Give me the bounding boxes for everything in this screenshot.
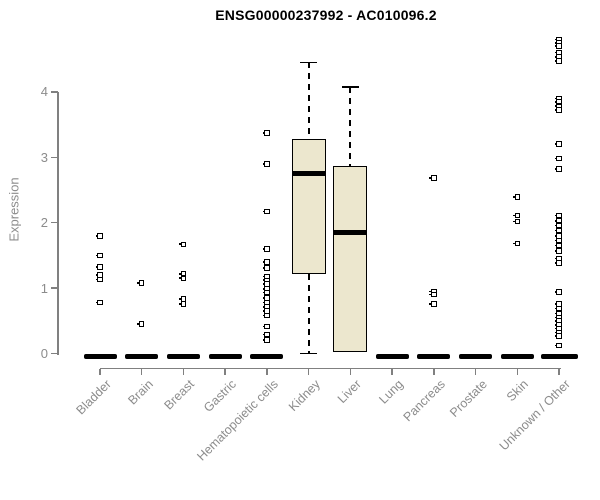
- data-point: [95, 252, 103, 259]
- x-tick: [266, 369, 268, 375]
- x-tick: [182, 369, 185, 375]
- box-iqr: [291, 138, 326, 274]
- data-point: [95, 276, 103, 283]
- y-tick: [50, 287, 58, 289]
- x-tick: [391, 369, 393, 375]
- data-point: [513, 218, 521, 225]
- y-tick-label: 1: [40, 280, 48, 296]
- data-point: [554, 155, 562, 162]
- x-tick: [474, 369, 477, 375]
- chart-title: ENSG00000237992 - AC010096.2: [215, 7, 437, 23]
- data-point: [429, 301, 437, 307]
- median-line: [333, 230, 368, 235]
- data-point: [262, 161, 270, 167]
- data-point: [179, 301, 187, 307]
- data-point: [262, 289, 270, 296]
- data-point: [262, 331, 270, 338]
- data-point: [554, 305, 562, 312]
- x-tick: [558, 369, 560, 375]
- x-tick: [516, 369, 519, 375]
- data-point: [262, 312, 270, 319]
- zero-bar: [83, 354, 117, 359]
- data-point: [429, 291, 437, 298]
- data-point: [554, 222, 562, 229]
- data-point: [554, 227, 562, 234]
- data-point: [554, 212, 562, 219]
- y-tick: [50, 91, 58, 93]
- data-point: [554, 107, 562, 113]
- data-point: [554, 237, 562, 244]
- data-point: [137, 321, 145, 327]
- data-point: [262, 208, 270, 215]
- data-point: [513, 212, 521, 219]
- data-point: [137, 280, 145, 286]
- data-point: [262, 259, 270, 265]
- y-tick-label: 4: [40, 84, 48, 100]
- zero-bar: [500, 354, 534, 359]
- data-point: [262, 130, 270, 136]
- data-point: [262, 265, 270, 271]
- data-point: [95, 264, 103, 270]
- data-point: [179, 241, 187, 248]
- x-tick: [307, 369, 310, 375]
- y-tick: [50, 352, 58, 355]
- y-tick-label: 0: [40, 346, 48, 361]
- x-tick: [349, 369, 352, 375]
- x-tick: [99, 369, 101, 375]
- data-point: [95, 233, 103, 239]
- y-tick-label: 3: [40, 149, 48, 165]
- data-point: [554, 342, 562, 349]
- data-point: [554, 166, 562, 172]
- data-point: [429, 175, 437, 181]
- zero-bar: [375, 354, 409, 359]
- y-axis-line: [57, 91, 59, 355]
- median-line: [291, 171, 326, 176]
- zero-bar: [125, 354, 159, 359]
- zero-bar: [417, 354, 451, 359]
- y-tick-label: 2: [40, 215, 48, 231]
- data-point: [554, 289, 562, 295]
- data-point: [95, 299, 103, 306]
- zero-bar: [208, 354, 242, 359]
- data-point: [554, 141, 562, 147]
- box-iqr: [333, 165, 368, 353]
- data-point: [262, 323, 270, 330]
- data-point: [554, 248, 562, 254]
- zero-bar: [540, 354, 578, 359]
- data-point: [554, 43, 562, 49]
- zero-bar: [459, 354, 493, 359]
- whisker-cap: [300, 352, 318, 355]
- whisker-line: [307, 273, 310, 354]
- x-axis-line: [100, 367, 561, 369]
- data-point: [554, 242, 562, 249]
- data-point: [554, 58, 562, 64]
- y-tick: [50, 156, 58, 159]
- data-point: [262, 246, 270, 252]
- x-tick: [224, 369, 226, 375]
- data-point: [179, 275, 187, 282]
- whisker-line: [349, 86, 352, 166]
- x-tick: [433, 369, 435, 375]
- data-point: [554, 333, 562, 339]
- zero-bar: [166, 354, 200, 359]
- whisker-cap: [300, 61, 318, 64]
- data-point: [513, 240, 521, 247]
- x-tick: [140, 369, 143, 375]
- whisker-line: [307, 62, 310, 139]
- y-tick: [50, 221, 58, 224]
- zero-bar: [250, 354, 284, 359]
- data-point: [262, 337, 270, 343]
- whisker-cap: [341, 85, 359, 88]
- data-point: [513, 194, 521, 200]
- y-axis-title: Expression: [6, 177, 22, 242]
- data-point: [554, 260, 562, 266]
